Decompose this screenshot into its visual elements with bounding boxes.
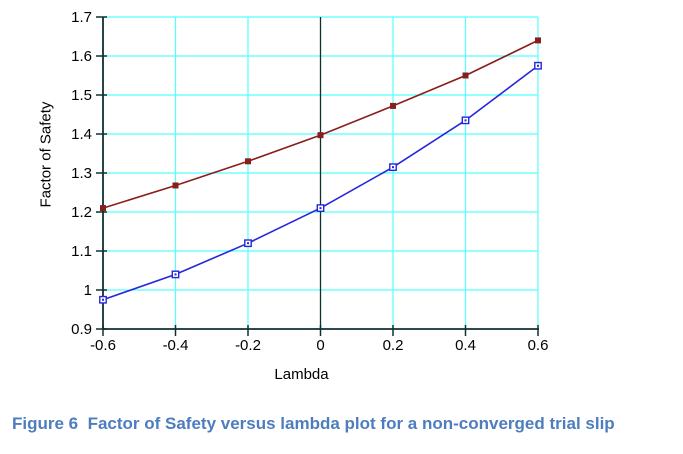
x-tick-label: -0.6 [90,337,116,354]
y-tick-label: 1.6 [71,48,92,65]
dark-red-series-marker [462,72,469,79]
blue-series-marker-dot [392,166,394,169]
dark-red-series-marker [100,205,106,212]
y-tick-label: 1.4 [71,126,92,143]
y-tick-label: 1 [84,282,92,299]
x-tick-label: -0.4 [163,337,189,354]
y-tick-label: 1.3 [71,165,92,182]
y-tick-label: 0.9 [71,321,92,338]
blue-series-marker-dot [102,298,104,301]
y-tick-label: 1.5 [71,87,92,104]
blue-series-marker-dot [247,242,249,245]
blue-series-marker-dot [537,64,539,67]
dark-red-series-marker [245,158,251,165]
y-axis-title: Factor of Safety [37,101,55,208]
blue-series-marker-dot [464,119,467,122]
y-tick-label: 1.7 [71,9,92,26]
dark-red-series-marker [390,102,396,109]
y-tick-label: 1.2 [71,204,92,221]
x-tick-label: 0.6 [528,337,549,354]
x-tick-label: -0.2 [235,337,261,354]
dark-red-series-marker [535,37,541,44]
y-tick-label: 1.1 [71,243,92,260]
dark-red-series-marker [317,132,324,139]
x-tick-label: 0.4 [455,337,476,354]
blue-series-marker-dot [319,207,322,210]
x-tick-label: 0.2 [383,337,404,354]
x-axis-title: Lambda [274,366,329,383]
blue-series-marker-dot [174,273,177,276]
figure-caption: Figure 6 Factor of Safety versus lambda … [12,414,615,433]
x-tick-label: 0 [316,337,324,354]
dark-red-series-marker [172,182,179,189]
chart-canvas: 0.9 1 1.1 1.2 1.3 1.4 1.5 1.6 1.7 -0.6 -0.4 -0.2 0 0.… [71,9,549,354]
